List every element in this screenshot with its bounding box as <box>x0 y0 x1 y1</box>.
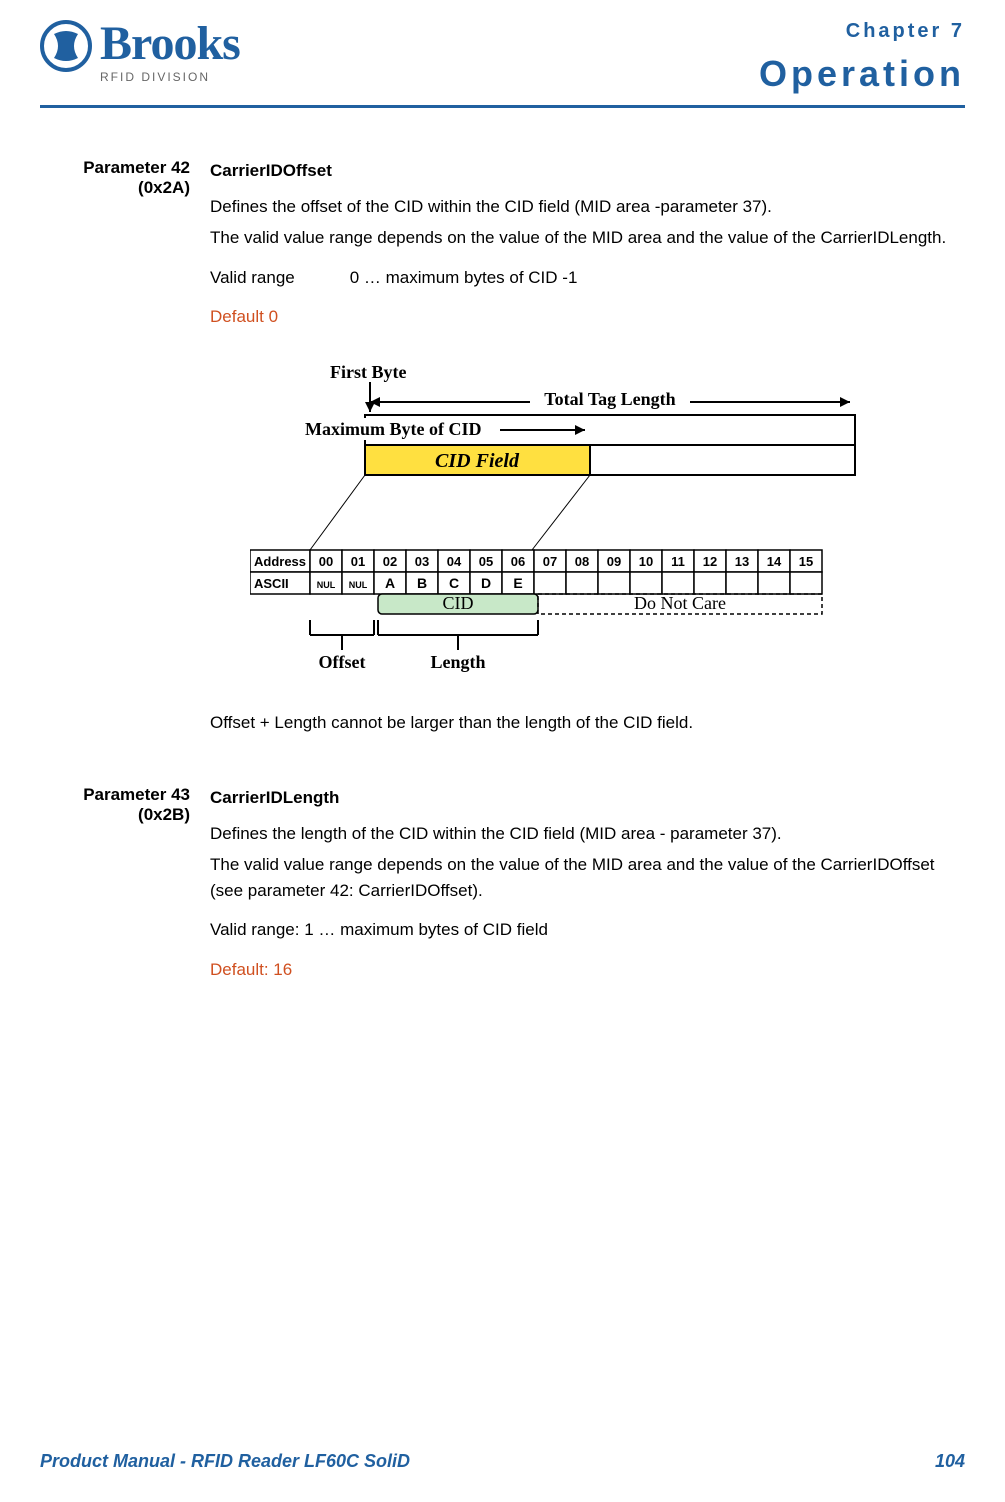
max-byte-cid-label: Maximum Byte of CID <box>305 419 481 439</box>
address-row-label: Address <box>254 554 306 569</box>
svg-text:NUL: NUL <box>349 580 368 590</box>
cid-field-label: CID Field <box>435 450 520 472</box>
cid-bar-label: CID <box>443 593 474 613</box>
param43-default: Default: 16 <box>210 957 965 983</box>
svg-text:08: 08 <box>575 554 589 569</box>
param42-default: Default 0 <box>210 304 965 330</box>
svg-text:B: B <box>417 575 427 591</box>
svg-text:10: 10 <box>639 554 653 569</box>
svg-text:15: 15 <box>799 554 813 569</box>
svg-text:03: 03 <box>415 554 429 569</box>
param43-desc2: The valid value range depends on the val… <box>210 852 965 903</box>
svg-text:12: 12 <box>703 554 717 569</box>
param42-label-line2: (0x2A) <box>40 178 190 198</box>
parameter-42-block: Parameter 42 (0x2A) CarrierIDOffset Defi… <box>40 158 965 765</box>
footer-left: Product Manual - RFID Reader LF60C SoliD <box>40 1451 410 1472</box>
param42-note: Offset + Length cannot be larger than th… <box>210 710 965 736</box>
param42-valid-range-label: Valid range <box>210 265 345 291</box>
svg-text:NUL: NUL <box>317 580 336 590</box>
chapter-label: Chapter 7 <box>759 20 965 43</box>
svg-text:09: 09 <box>607 554 621 569</box>
param43-valid-range: Valid range: 1 … maximum bytes of CID fi… <box>210 917 965 943</box>
svg-text:14: 14 <box>767 554 782 569</box>
param42-valid-range-value: 0 … maximum bytes of CID -1 <box>350 268 578 287</box>
svg-text:C: C <box>449 575 459 591</box>
offset-label: Offset <box>319 652 366 672</box>
page-footer: Product Manual - RFID Reader LF60C SoliD… <box>40 1451 965 1472</box>
param43-label-line2: (0x2B) <box>40 805 190 825</box>
cid-diagram: First Byte Total Tag Length CID Field <box>250 360 965 690</box>
brooks-logo-icon <box>40 20 92 72</box>
length-label: Length <box>430 652 485 672</box>
logo-block: Brooks RFID DIVISION <box>40 20 240 84</box>
svg-text:07: 07 <box>543 554 557 569</box>
param42-title: CarrierIDOffset <box>210 158 965 184</box>
svg-text:04: 04 <box>447 554 462 569</box>
svg-text:05: 05 <box>479 554 493 569</box>
svg-text:02: 02 <box>383 554 397 569</box>
svg-text:06: 06 <box>511 554 525 569</box>
page-header: Brooks RFID DIVISION Chapter 7 Operation <box>40 20 965 108</box>
parameter-43-block: Parameter 43 (0x2B) CarrierIDLength Defi… <box>40 785 965 1012</box>
param42-label-line1: Parameter 42 <box>40 158 190 178</box>
param43-label-line1: Parameter 43 <box>40 785 190 805</box>
param43-desc1: Defines the length of the CID within the… <box>210 821 965 847</box>
svg-text:D: D <box>481 575 491 591</box>
do-not-care-label: Do Not Care <box>634 593 726 613</box>
param42-desc1: Defines the offset of the CID within the… <box>210 194 965 220</box>
svg-text:11: 11 <box>671 554 685 569</box>
param43-title: CarrierIDLength <box>210 785 965 811</box>
param42-desc2: The valid value range depends on the val… <box>210 225 965 251</box>
logo-subtitle: RFID DIVISION <box>100 70 240 84</box>
total-tag-length-label: Total Tag Length <box>544 389 675 409</box>
svg-text:13: 13 <box>735 554 749 569</box>
footer-page-number: 104 <box>935 1451 965 1472</box>
section-title: Operation <box>759 53 965 95</box>
first-byte-label: First Byte <box>330 362 406 382</box>
svg-text:00: 00 <box>319 554 333 569</box>
svg-text:A: A <box>385 575 395 591</box>
svg-text:01: 01 <box>351 554 365 569</box>
logo-text: Brooks <box>100 20 240 68</box>
ascii-row-label: ASCII <box>254 576 289 591</box>
svg-text:E: E <box>513 575 522 591</box>
